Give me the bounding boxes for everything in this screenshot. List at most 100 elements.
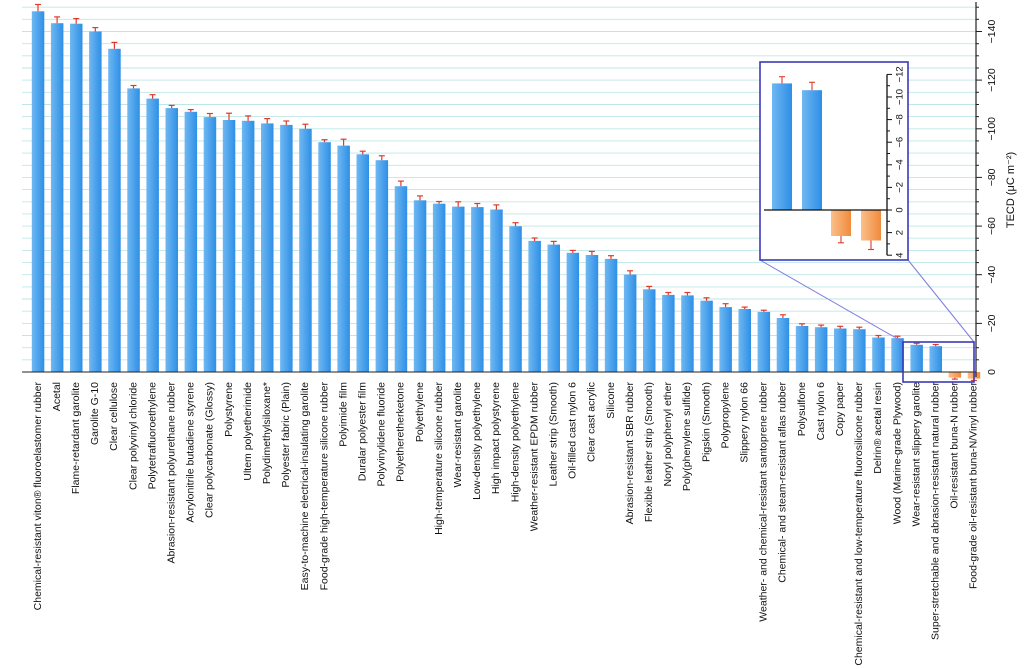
bar [490, 209, 503, 372]
bar [872, 337, 885, 372]
y-tick-label: −140 [986, 20, 998, 44]
category-label: Oil-filled cast nylon 6 [567, 382, 579, 479]
bar [222, 120, 236, 372]
category-label: Polyimide film [337, 382, 349, 447]
bar [795, 326, 809, 372]
y-axis: 0 −20 −40 −60 −80 −100 −120 −140 TECD (μC m⁻²) [975, 2, 1017, 377]
bar [662, 294, 675, 372]
inset-tick-label: −10 [895, 89, 906, 105]
error-bars [35, 3, 977, 382]
category-label: Flexible leather strip (Smooth) [643, 382, 655, 522]
category-label: Food-grade high-temperature silicone rub… [318, 382, 330, 591]
category-label: Leather strip (Smooth) [547, 382, 559, 486]
bar [585, 255, 599, 372]
y-tick-label: −80 [986, 168, 998, 186]
bar [203, 117, 217, 372]
zoom-indicator [759, 259, 975, 383]
bar [681, 295, 694, 372]
category-label: Polydimethylsiloxane* [261, 382, 273, 484]
bar [700, 300, 713, 372]
bar [184, 111, 198, 373]
inset-tick-label: −8 [895, 114, 906, 125]
category-label: Chemical-resistant and low-temperature f… [853, 382, 865, 666]
category-label: Chemical- and steam-resistant aflas rubb… [777, 382, 789, 583]
y-axis-title: TECD (μC m⁻²) [1005, 152, 1017, 228]
category-label: Duralar polyester film [356, 382, 368, 481]
bar [757, 311, 771, 372]
bar [299, 128, 312, 372]
bar [891, 338, 904, 372]
category-label: Delrin® acetal resin [872, 382, 884, 474]
inset-bar [831, 210, 851, 236]
category-label: Ultem polyetherimide [242, 382, 254, 481]
bar [910, 344, 923, 372]
inset-tick-label: 0 [895, 207, 906, 212]
bar [375, 160, 389, 372]
category-label: Acetal [51, 382, 63, 411]
bar [471, 207, 484, 372]
bar [318, 142, 331, 372]
y-tick-label: −100 [986, 117, 998, 141]
bar [452, 206, 465, 372]
zoom-connector [907, 259, 975, 343]
category-label: Abrasion-resistant SBR rubber [624, 382, 636, 525]
inset-chart: −12 −10 −8 −6 −4 −2 0 2 4 [759, 61, 909, 261]
inset-bar [772, 83, 792, 210]
bar [509, 226, 522, 372]
bar [853, 329, 866, 372]
category-label: Clear cellulose [108, 382, 120, 451]
category-label: Polypropylene [719, 382, 731, 449]
category-label: Garolite G-10 [89, 382, 101, 445]
zoom-connector [759, 259, 904, 343]
category-label: Polystyrene [223, 382, 235, 437]
category-label: Acrylonitrile butadiene styrene [185, 382, 197, 523]
bar [623, 274, 637, 372]
bar [127, 88, 140, 373]
bar [604, 258, 618, 372]
y-tick-label: −60 [986, 217, 998, 235]
category-label: Pigskin (Smooth) [700, 382, 712, 462]
bar [146, 98, 159, 372]
y-tick-label: −40 [986, 266, 998, 284]
bar [241, 120, 255, 372]
category-label: High-density polyethylene [509, 382, 521, 502]
y-tick-label: 0 [986, 369, 998, 375]
bar [280, 124, 293, 373]
bar [70, 23, 83, 372]
bars [31, 11, 981, 379]
category-label: Cast nylon 6 [815, 382, 827, 441]
category-label: Clear cast acrylic [586, 382, 598, 462]
bar [356, 154, 369, 372]
category-label: Polyethylene [414, 382, 426, 442]
bar [50, 23, 64, 372]
bar [89, 31, 102, 372]
inset-tick-label: −12 [895, 66, 906, 82]
category-label: Polysulfone [796, 382, 808, 436]
category-label: Super-stretchable and abrasion-resistant… [929, 382, 941, 640]
category-label: Weather- and chemical-resistant santopre… [758, 382, 770, 622]
category-label: Wear-resistant garolite [452, 382, 464, 488]
category-label: Slippery nylon 66 [738, 382, 750, 463]
bar [547, 244, 560, 372]
category-label: Wear-resistant slippery garolite [910, 382, 922, 527]
inset-bar [802, 90, 822, 210]
bar [776, 318, 790, 372]
bar [31, 11, 45, 373]
bar [528, 240, 541, 372]
category-label: Weather-resistant EPDM rubber [528, 382, 540, 532]
zoom-box [902, 341, 975, 383]
category-label: Copy paper [834, 382, 846, 437]
category-label: Flame-retardant garolite [70, 382, 82, 494]
bar [413, 200, 427, 372]
bar [738, 309, 751, 372]
category-label: Oil-resistant buna-N rubber [949, 382, 961, 509]
bar [394, 186, 408, 372]
category-label: Polyester fabric (Plain) [280, 382, 292, 488]
inset-tick-label: 2 [895, 230, 906, 235]
bar [566, 252, 580, 372]
inset-tick-label: 4 [895, 253, 906, 258]
category-label: Food-grade oil-resistant buna-N/Vinyl ru… [968, 382, 980, 589]
category-label: Abrasion-resistant polyurethane rubber [165, 382, 177, 564]
bar [929, 346, 942, 372]
